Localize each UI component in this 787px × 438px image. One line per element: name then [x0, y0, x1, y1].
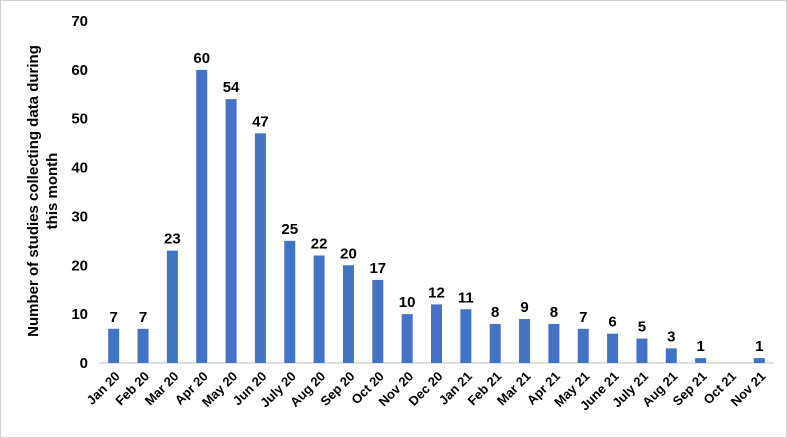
data-label: 10	[399, 294, 416, 311]
bar	[695, 358, 707, 363]
y-tick-label: 40	[71, 160, 88, 177]
y-axis-label-line-2: this month	[44, 153, 61, 230]
data-label: 60	[193, 50, 210, 67]
y-axis-ticks: 0 10 20 30 40 50 60 70	[71, 13, 88, 372]
data-label: 5	[638, 319, 646, 336]
bar	[489, 323, 501, 363]
bar	[577, 328, 589, 363]
bar	[254, 133, 266, 363]
bar	[401, 314, 413, 363]
data-label: 23	[164, 231, 181, 248]
y-tick-label: 60	[71, 62, 88, 79]
bar	[372, 279, 384, 363]
bar	[284, 240, 296, 363]
bar	[108, 328, 120, 363]
data-label: 3	[667, 328, 675, 345]
bar	[313, 255, 325, 363]
data-label: 8	[550, 304, 558, 321]
y-tick-label: 70	[71, 13, 88, 30]
data-label: 20	[340, 245, 357, 262]
data-label: 7	[139, 309, 147, 326]
y-tick-label: 10	[71, 306, 88, 323]
data-label: 25	[281, 221, 298, 238]
y-axis-label-line-1: Number of studies collecting data during	[25, 45, 42, 337]
data-label: 7	[110, 309, 118, 326]
bar	[753, 358, 765, 363]
data-label: 8	[491, 304, 499, 321]
bar	[460, 309, 472, 363]
data-label: 22	[311, 236, 328, 253]
data-label: 7	[579, 309, 587, 326]
bar	[196, 69, 208, 363]
bar	[607, 333, 619, 363]
data-label: 17	[369, 260, 386, 277]
bar	[548, 323, 560, 363]
y-tick-label: 0	[80, 355, 88, 372]
data-label: 11	[458, 289, 474, 306]
bar	[431, 304, 442, 363]
bar	[225, 99, 237, 364]
data-label: 47	[252, 113, 269, 130]
y-axis-label: Number of studies collecting data during…	[25, 45, 61, 337]
bar	[519, 319, 531, 363]
bar	[665, 348, 677, 363]
bars	[108, 69, 765, 364]
data-label: 1	[696, 338, 704, 355]
bar	[137, 328, 149, 363]
bar	[342, 265, 354, 363]
bar	[636, 338, 648, 363]
data-label: 6	[608, 314, 616, 331]
data-label: 1	[755, 338, 763, 355]
data-label: 54	[223, 79, 240, 96]
y-tick-label: 20	[71, 257, 88, 274]
bar	[166, 250, 178, 363]
data-label: 12	[428, 284, 445, 301]
y-tick-label: 30	[71, 208, 88, 225]
data-label: 9	[520, 299, 528, 316]
y-tick-label: 50	[71, 111, 88, 128]
